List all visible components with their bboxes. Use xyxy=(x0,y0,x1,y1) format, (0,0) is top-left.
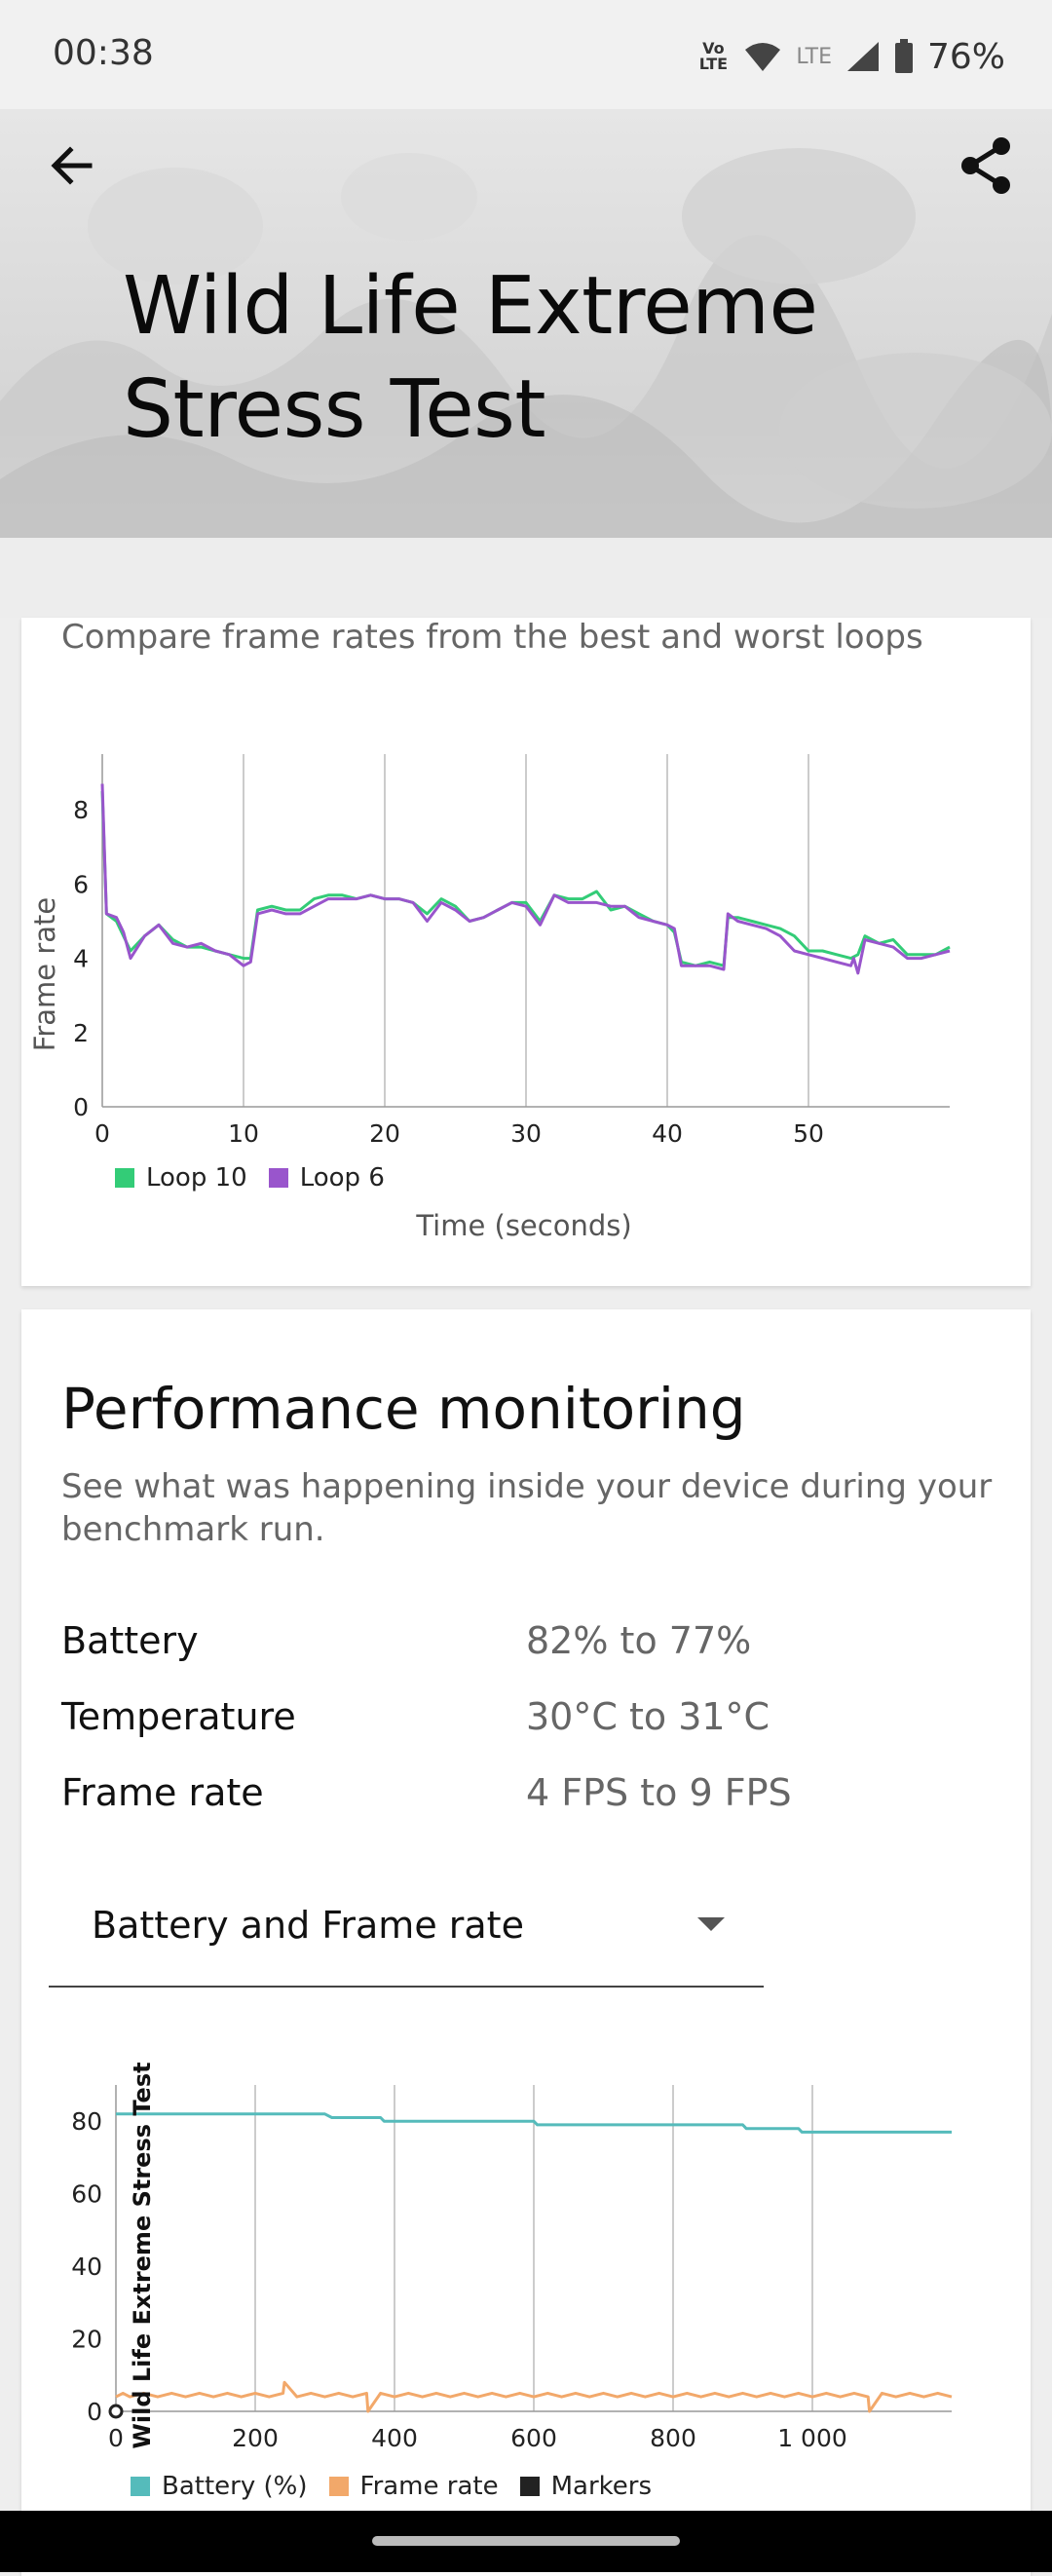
section-title: Performance monitoring xyxy=(61,1376,746,1442)
dropdown-selected-value: Battery and Frame rate xyxy=(92,1904,524,1947)
loop-comparison-card: Compare frame rates from the best and wo… xyxy=(21,618,1031,1286)
loop-comparison-subtitle: Compare frame rates from the best and wo… xyxy=(61,618,923,657)
legend-item-markers: Markers xyxy=(519,2472,653,2501)
legend-swatch xyxy=(131,2477,150,2496)
legend-label: Frame rate xyxy=(359,2472,499,2501)
performance-chart-legend: Battery (%) Frame rate Markers xyxy=(131,2472,673,2501)
section-description: See what was happening inside your devic… xyxy=(61,1467,993,1549)
legend-item-loop-6: Loop 6 xyxy=(268,1163,385,1193)
battery-percent: 76% xyxy=(926,36,1005,77)
y-axis-label: Frame rate xyxy=(28,897,61,1051)
status-time: 00:38 xyxy=(53,33,154,73)
series-line-loop-6 xyxy=(100,783,951,975)
rocky-terrain-background xyxy=(0,109,1052,618)
x-tick-label: 20 xyxy=(369,1119,400,1148)
page-title: Wild Life Extreme Stress Test xyxy=(123,260,818,456)
legend-label: Markers xyxy=(550,2472,653,2501)
x-tick-label: 30 xyxy=(510,1119,542,1148)
loop-frame-rate-chart: 0 10 20 30 40 50 0 2 4 6 8 Time (seconds) Frame rate xyxy=(28,754,951,1242)
legend-label: Battery (%) xyxy=(162,2472,308,2501)
y-tick-label: 4 xyxy=(73,945,89,973)
x-tick-label: 10 xyxy=(228,1119,259,1148)
legend-label: Loop 10 xyxy=(146,1163,247,1193)
hero-header xyxy=(0,109,1052,618)
legend-item-frame-rate: Frame rate xyxy=(328,2472,499,2501)
wifi-icon xyxy=(745,43,781,71)
stat-value-frame-rate: 4 FPS to 9 FPS xyxy=(526,1771,792,1814)
legend-label: Loop 6 xyxy=(299,1163,385,1193)
metric-dropdown[interactable]: Battery and Frame rate xyxy=(49,1861,764,1988)
legend-item-battery: Battery (%) xyxy=(131,2472,308,2501)
legend-swatch xyxy=(519,2477,540,2496)
lte-indicator: LTE xyxy=(796,44,832,69)
signal-icon xyxy=(846,42,879,71)
stat-label-frame-rate: Frame rate xyxy=(61,1771,264,1814)
y-tick-label: 6 xyxy=(73,870,89,898)
stat-label-battery: Battery xyxy=(61,1619,199,1662)
status-bar: 00:38 Vo LTE LTE 76% xyxy=(0,0,1052,109)
stat-value-battery: 82% to 77% xyxy=(526,1619,752,1662)
home-gesture-handle[interactable] xyxy=(372,2536,680,2546)
status-icons: Vo LTE LTE 76% xyxy=(696,33,1005,80)
series-line-loop-10 xyxy=(100,791,951,967)
x-tick-label: 50 xyxy=(793,1119,824,1148)
x-tick-label: 0 xyxy=(94,1119,110,1148)
x-axis-label: Time (seconds) xyxy=(415,1209,631,1242)
back-arrow-icon[interactable] xyxy=(43,136,101,195)
y-tick-label: 2 xyxy=(73,1019,89,1047)
y-tick-label: 8 xyxy=(73,796,89,824)
legend-swatch xyxy=(115,1168,134,1188)
volte-icon: Vo LTE xyxy=(698,39,729,73)
share-icon[interactable] xyxy=(957,134,1015,197)
y-tick-label: 0 xyxy=(73,1093,89,1121)
legend-item-loop-10: Loop 10 xyxy=(115,1163,247,1193)
legend-swatch xyxy=(268,1168,288,1188)
stat-label-temperature: Temperature xyxy=(61,1695,296,1738)
battery-icon xyxy=(894,39,913,73)
performance-monitoring-card: Performance monitoring See what was happ… xyxy=(21,1309,1031,2576)
stat-value-temperature: 30°C to 31°C xyxy=(526,1695,770,1738)
x-tick-label: 40 xyxy=(652,1119,683,1148)
caret-down-icon xyxy=(697,1917,725,1931)
loop-chart-legend: Loop 10 Loop 6 xyxy=(115,1163,406,1193)
legend-swatch xyxy=(328,2477,349,2496)
